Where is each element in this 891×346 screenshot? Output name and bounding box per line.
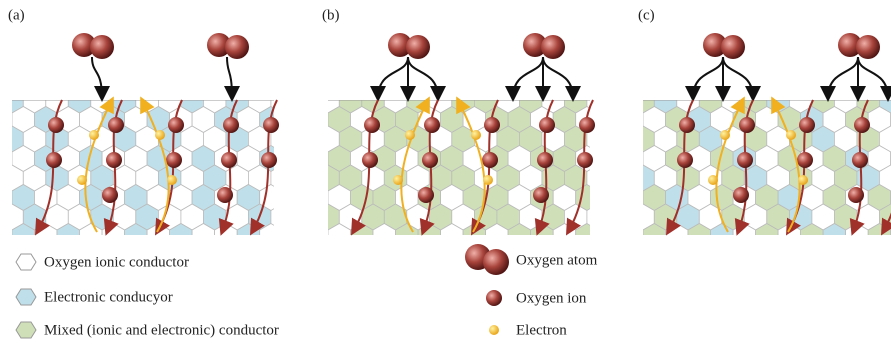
legend-swatch xyxy=(16,254,36,270)
electron xyxy=(798,175,808,185)
oxygen-ion xyxy=(46,152,62,168)
oxygen-ion xyxy=(48,117,64,133)
adsorption-arrow xyxy=(378,57,408,98)
panel-label: (b) xyxy=(322,7,340,23)
legend-oxygen-atom xyxy=(483,249,509,275)
adsorption-arrow xyxy=(828,57,858,98)
legend-oxygen-ion xyxy=(486,290,502,306)
oxygen-ion xyxy=(261,152,277,168)
oxygen-ion xyxy=(221,152,237,168)
oxygen-ion xyxy=(852,152,868,168)
oxygen-ion xyxy=(799,117,815,133)
adsorption-arrow xyxy=(227,57,232,98)
oxygen-atom xyxy=(541,35,565,59)
electron xyxy=(155,130,165,140)
oxygen-ion xyxy=(579,117,595,133)
hex-grid xyxy=(317,87,599,250)
hex-grids xyxy=(1,87,891,250)
adsorption-arrow xyxy=(693,57,723,98)
oxygen-ion xyxy=(362,152,378,168)
oxygen-ion xyxy=(677,152,693,168)
oxygen-ion xyxy=(108,117,124,133)
electron xyxy=(405,130,415,140)
oxygen-ion xyxy=(263,117,279,133)
legend-swatch xyxy=(16,322,36,338)
oxygen-ion xyxy=(797,152,813,168)
oxygen-ion xyxy=(166,152,182,168)
legend-swatch xyxy=(16,289,36,305)
adsorption-arrow xyxy=(723,57,753,98)
oxygen-ion xyxy=(168,117,184,133)
electron xyxy=(471,130,481,140)
oxygen-ion xyxy=(106,152,122,168)
oxygen-ion xyxy=(739,117,755,133)
oxygen-ion xyxy=(102,187,118,203)
oxygen-ion xyxy=(733,187,749,203)
oxygen-ion xyxy=(484,117,500,133)
electron xyxy=(393,175,403,185)
adsorption-arrow xyxy=(408,57,438,98)
oxygen-ion xyxy=(217,187,233,203)
figure: (a) (b) (c) Oxygen ionic conductor Elect… xyxy=(0,0,891,346)
oxygen-ion xyxy=(854,117,870,133)
electron xyxy=(786,130,796,140)
oxygen-atom xyxy=(406,35,430,59)
adsorption-arrow xyxy=(543,57,573,98)
legend-text: Oxygen ion xyxy=(516,290,587,306)
oxygen-atom xyxy=(856,35,880,59)
adsorption-arrow xyxy=(92,57,102,98)
adsorption-arrow xyxy=(858,57,888,98)
legend-text: Electron xyxy=(516,322,567,338)
oxygen-ion xyxy=(737,152,753,168)
oxygen-ion xyxy=(223,117,239,133)
oxygen-ion xyxy=(539,117,555,133)
oxygen-ion xyxy=(533,187,549,203)
oxygen-ion xyxy=(482,152,498,168)
oxygen-ion xyxy=(679,117,695,133)
panel-label: (c) xyxy=(638,7,655,23)
electron xyxy=(89,130,99,140)
oxygen-ion xyxy=(577,152,593,168)
oxygen-ion xyxy=(418,187,434,203)
legend-electron xyxy=(489,325,499,335)
oxygen-atom xyxy=(225,35,249,59)
oxygen-ion xyxy=(537,152,553,168)
oxygen-ion xyxy=(848,187,864,203)
hex-grid xyxy=(1,87,283,250)
adsorption-arrow xyxy=(513,57,543,98)
electron xyxy=(483,175,493,185)
electron xyxy=(167,175,177,185)
legend-text: Electronic conducyor xyxy=(44,289,173,305)
legend-text: Oxygen atom xyxy=(516,252,598,268)
electron xyxy=(708,175,718,185)
legend-text: Mixed (ionic and electronic) conductor xyxy=(44,322,279,338)
oxygen-atom xyxy=(721,35,745,59)
oxygen-ion xyxy=(424,117,440,133)
legend-text: Oxygen ionic conductor xyxy=(44,254,189,270)
panel-label: (a) xyxy=(8,7,25,23)
oxygen-atom xyxy=(90,35,114,59)
oxygen-ion xyxy=(364,117,380,133)
oxygen-ion xyxy=(422,152,438,168)
electron xyxy=(77,175,87,185)
electron xyxy=(720,130,730,140)
